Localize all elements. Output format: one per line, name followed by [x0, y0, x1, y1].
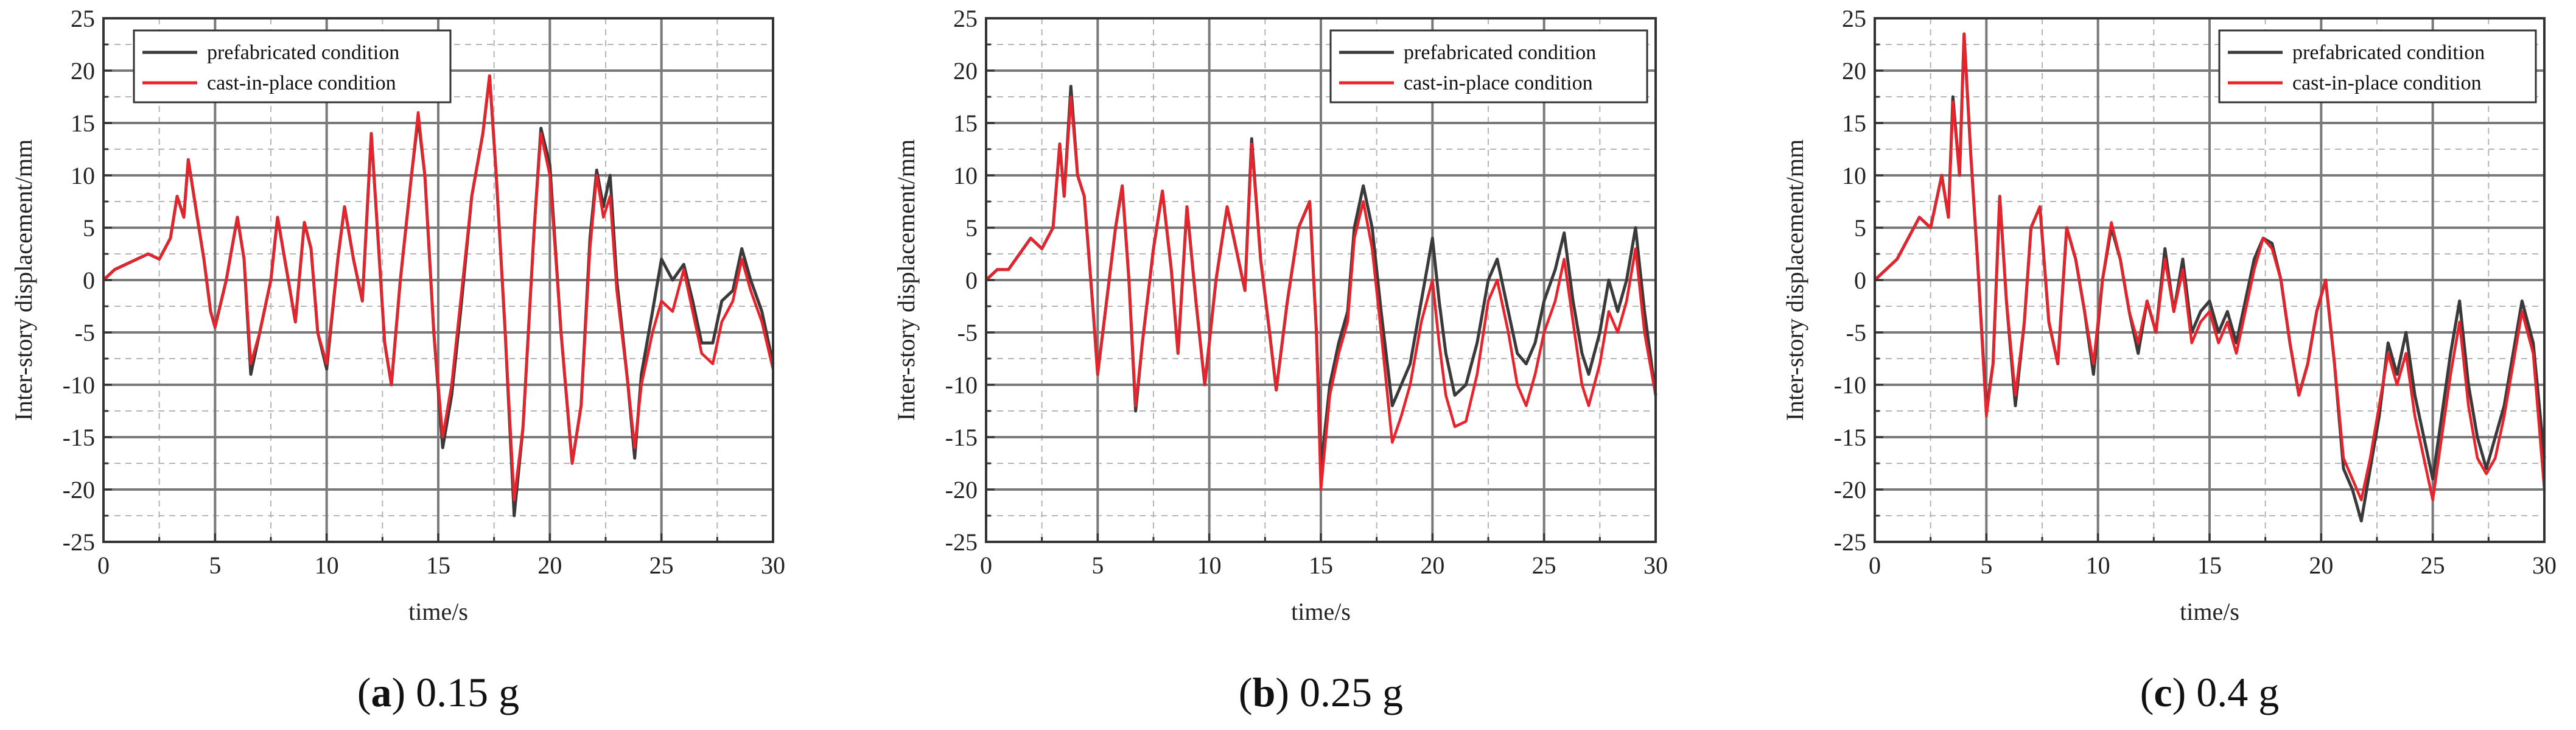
y-tick-label: -20 — [1834, 476, 1866, 504]
x-tick-label: 25 — [1532, 552, 1556, 579]
x-tick-label: 15 — [1309, 552, 1333, 579]
chart-caption: (a) 0.15 g — [357, 669, 519, 715]
y-tick-label: 15 — [1842, 110, 1866, 137]
x-tick-label: 0 — [97, 552, 110, 579]
y-tick-label: 0 — [1854, 267, 1866, 294]
y-axis-label: Inter-story displacement/mm — [1781, 139, 1808, 421]
series-line-cast-in-place — [1874, 32, 2546, 502]
x-tick-label: 10 — [1197, 552, 1222, 579]
y-tick-label: -10 — [1834, 371, 1866, 399]
y-tick-label: 25 — [1842, 5, 1866, 32]
y-axis-label: Inter-story displacement/mm — [892, 139, 920, 421]
x-tick-label: 20 — [1420, 552, 1444, 579]
y-tick-label: -25 — [945, 528, 978, 556]
y-tick-label: 0 — [965, 267, 978, 294]
x-tick-label: 0 — [980, 552, 992, 579]
legend-label: prefabricated condition — [1404, 41, 1596, 64]
y-tick-label: -20 — [63, 476, 95, 504]
legend-label: cast-in-place condition — [1404, 72, 1593, 94]
x-tick-label: 5 — [1980, 552, 1992, 579]
y-tick-label: -5 — [957, 319, 978, 346]
x-tick-label: 10 — [315, 552, 339, 579]
y-tick-label: -15 — [945, 424, 978, 451]
y-tick-label: 5 — [965, 214, 978, 242]
y-tick-label: 25 — [71, 5, 95, 32]
chart-caption: (c) 0.4 g — [2140, 669, 2280, 715]
x-tick-label: 30 — [761, 552, 785, 579]
x-tick-label: 0 — [1869, 552, 1881, 579]
y-tick-label: 20 — [1842, 57, 1866, 85]
y-tick-label: -5 — [75, 319, 95, 346]
x-tick-label: 15 — [426, 552, 450, 579]
y-tick-label: -10 — [63, 371, 95, 399]
y-tick-label: 10 — [71, 162, 95, 189]
legend-box — [1329, 29, 1648, 104]
y-tick-label: -10 — [945, 371, 978, 399]
legend-label: cast-in-place condition — [2292, 72, 2482, 94]
legend-label: cast-in-place condition — [207, 72, 396, 94]
x-axis-label: time/s — [2180, 598, 2239, 625]
y-tick-label: -15 — [1834, 424, 1866, 451]
y-tick-label: 10 — [953, 162, 978, 189]
y-tick-label: -25 — [1834, 528, 1866, 556]
y-tick-label: 0 — [83, 267, 95, 294]
x-tick-label: 25 — [649, 552, 674, 579]
x-axis-label: time/s — [1291, 598, 1351, 625]
y-tick-label: 5 — [83, 214, 95, 242]
y-tick-label: -15 — [63, 424, 95, 451]
series-line-cast-in-place — [985, 95, 1657, 491]
x-tick-label: 30 — [1643, 552, 1668, 579]
x-tick-label: 5 — [209, 552, 221, 579]
y-tick-label: 20 — [71, 57, 95, 85]
y-tick-label: 25 — [953, 5, 978, 32]
x-tick-label: 15 — [2197, 552, 2222, 579]
legend: prefabricated condition cast-in-place con… — [133, 29, 452, 104]
legend-label: prefabricated condition — [2292, 41, 2485, 64]
y-tick-label: 10 — [1842, 162, 1866, 189]
series-line-cast-in-place — [102, 74, 775, 502]
y-axis-label: Inter-story displacement/mm — [10, 139, 37, 421]
legend-box — [2218, 29, 2537, 104]
y-tick-label: 20 — [953, 57, 978, 85]
legend-box — [133, 29, 452, 104]
y-tick-label: -20 — [945, 476, 978, 504]
x-tick-label: 5 — [1091, 552, 1104, 579]
legend: prefabricated condition cast-in-place con… — [1329, 29, 1648, 104]
x-tick-label: 10 — [2086, 552, 2110, 579]
x-tick-label: 20 — [2309, 552, 2333, 579]
x-tick-label: 25 — [2421, 552, 2445, 579]
legend: prefabricated condition cast-in-place con… — [2218, 29, 2537, 104]
y-tick-label: -25 — [63, 528, 95, 556]
x-axis-label: time/s — [408, 598, 468, 625]
x-tick-label: 20 — [537, 552, 562, 579]
y-tick-label: 5 — [1854, 214, 1866, 242]
legend-label: prefabricated condition — [207, 41, 399, 64]
y-tick-label: -5 — [1846, 319, 1866, 346]
y-tick-label: 15 — [71, 110, 95, 137]
x-tick-label: 30 — [2532, 552, 2557, 579]
y-tick-label: 15 — [953, 110, 978, 137]
chart-caption: (b) 0.25 g — [1239, 669, 1403, 715]
